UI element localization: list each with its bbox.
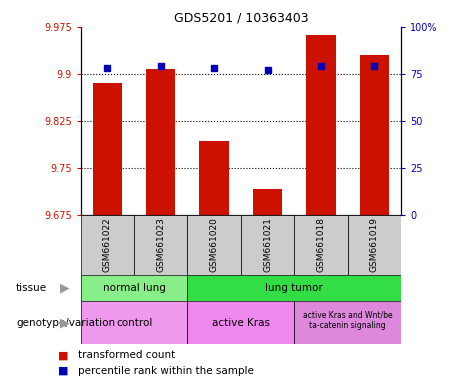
Text: GSM661020: GSM661020: [210, 217, 219, 272]
Bar: [188, 275, 401, 301]
Text: GSM661023: GSM661023: [156, 217, 165, 272]
Text: GSM661019: GSM661019: [370, 217, 379, 272]
Bar: [253, 189, 282, 215]
Text: ▶: ▶: [60, 281, 69, 295]
Bar: [188, 215, 241, 275]
Text: normal lung: normal lung: [103, 283, 165, 293]
Text: control: control: [116, 318, 152, 328]
Bar: [81, 215, 134, 275]
Text: active Kras: active Kras: [212, 318, 270, 328]
Text: GSM661018: GSM661018: [316, 217, 325, 272]
Text: active Kras and Wnt/be
ta-catenin signaling: active Kras and Wnt/be ta-catenin signal…: [303, 311, 392, 330]
Bar: [294, 215, 348, 275]
Text: percentile rank within the sample: percentile rank within the sample: [78, 366, 254, 376]
Bar: [134, 215, 188, 275]
Text: genotype/variation: genotype/variation: [16, 318, 115, 328]
Bar: [81, 275, 188, 301]
Text: ■: ■: [58, 366, 68, 376]
Bar: [348, 215, 401, 275]
Text: GSM661022: GSM661022: [103, 217, 112, 272]
Bar: [306, 35, 336, 215]
Text: transformed count: transformed count: [78, 350, 176, 360]
Bar: [294, 301, 401, 344]
Bar: [93, 83, 122, 215]
Title: GDS5201 / 10363403: GDS5201 / 10363403: [173, 11, 308, 24]
Bar: [146, 69, 176, 215]
Bar: [200, 141, 229, 215]
Text: ■: ■: [58, 350, 68, 360]
Bar: [360, 55, 389, 215]
Bar: [81, 301, 188, 344]
Text: GSM661021: GSM661021: [263, 217, 272, 272]
Text: lung tumor: lung tumor: [266, 283, 323, 293]
Bar: [188, 301, 294, 344]
Text: tissue: tissue: [16, 283, 47, 293]
Text: ▶: ▶: [60, 316, 69, 329]
Bar: [241, 215, 294, 275]
